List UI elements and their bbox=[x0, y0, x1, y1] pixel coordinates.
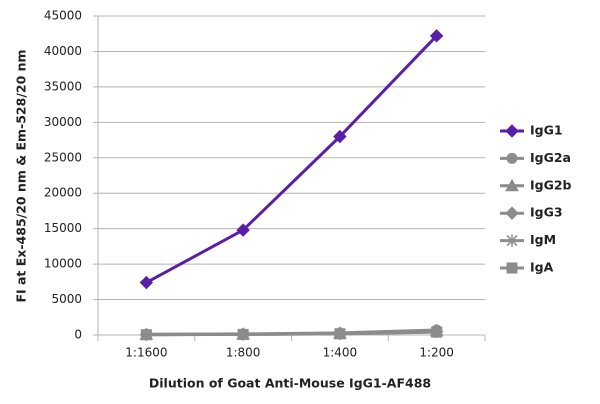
y-tick-label: 25000 bbox=[44, 150, 82, 164]
data-point bbox=[429, 29, 444, 43]
y-tick-label: 45000 bbox=[44, 9, 82, 23]
series-line bbox=[146, 328, 437, 336]
legend-label: IgG1 bbox=[530, 123, 563, 138]
legend-marker bbox=[506, 152, 518, 164]
legend-marker bbox=[506, 262, 518, 274]
y-tick-label: 5000 bbox=[51, 292, 82, 306]
x-tick-label: 1:200 bbox=[419, 346, 454, 360]
data-point bbox=[236, 223, 250, 237]
data-point bbox=[139, 275, 154, 290]
legend-marker bbox=[505, 178, 519, 192]
y-tick-label: 20000 bbox=[44, 186, 82, 200]
y-tick-label: 10000 bbox=[44, 257, 82, 271]
y-tick-label: 15000 bbox=[44, 221, 82, 235]
legend-label: IgA bbox=[530, 260, 554, 275]
legend-label: IgG2b bbox=[530, 177, 572, 192]
data-point bbox=[431, 324, 443, 336]
y-tick-label: 30000 bbox=[44, 115, 82, 129]
legend-marker bbox=[506, 234, 518, 247]
legend-marker bbox=[505, 124, 519, 138]
y-tick-label: 40000 bbox=[44, 44, 82, 58]
x-axis-label: Dilution of Goat Anti-Mouse IgG1-AF488 bbox=[149, 376, 431, 391]
x-tick-label: 1:800 bbox=[226, 346, 261, 360]
data-point bbox=[140, 328, 152, 340]
legend-label: IgM bbox=[530, 232, 556, 247]
legend-label: IgG3 bbox=[530, 205, 563, 220]
data-point bbox=[333, 129, 347, 144]
x-tick-label: 1:400 bbox=[323, 346, 358, 360]
y-tick-label: 0 bbox=[74, 328, 82, 342]
series-line bbox=[145, 34, 438, 284]
y-tick-label: 35000 bbox=[44, 79, 82, 93]
data-point bbox=[334, 327, 346, 339]
legend-label: IgG2a bbox=[530, 150, 571, 165]
data-point bbox=[237, 328, 249, 340]
x-tick-label: 1:1600 bbox=[125, 346, 167, 360]
legend-marker bbox=[505, 206, 519, 220]
y-axis-label: FI at Ex-485/20 nm & Em-528/20 nm bbox=[14, 49, 29, 302]
